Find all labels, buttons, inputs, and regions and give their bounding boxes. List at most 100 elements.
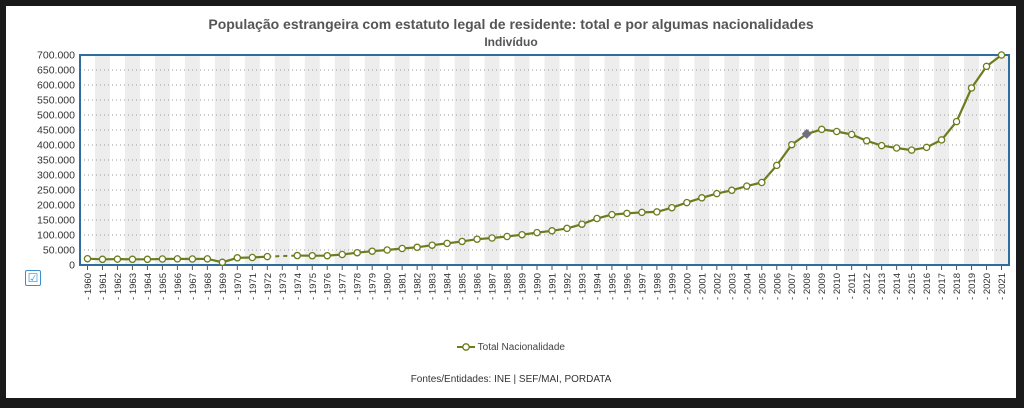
x-tick-label: - 1993 [577,273,588,300]
check-icon[interactable]: ☑ [25,270,41,286]
x-tick-label: - 2007 [787,273,798,300]
x-tick-label: - 1974 [293,273,304,300]
data-point [922,143,931,152]
x-tick-label: - 2014 [892,273,903,300]
column-band [544,55,560,265]
legend-label: Total Nacionalidade [477,342,565,353]
data-point [263,252,272,261]
data-point [832,127,841,136]
x-tick-label: - 2013 [877,273,888,300]
column-band [694,55,710,265]
line-chart: 0 50.000 100.000 150.000 200.000 250.000 300.0… [37,50,1010,300]
x-tick-label: - 2009 [817,273,828,300]
data-point [368,247,376,255]
data-point [128,255,137,264]
x-tick-label: - 1964 [143,273,154,300]
x-tick-label: - 1963 [128,273,139,300]
data-point [293,251,302,260]
y-tick-label: 450.000 [37,125,75,137]
x-tick-label: - 2015 [907,273,918,300]
series-gap-line [267,254,298,258]
data-point [563,224,571,233]
data-point [518,230,526,239]
legend[interactable]: Total Nacionalidade [6,342,1016,353]
data-point [533,228,541,237]
data-point [233,254,242,262]
data-point [638,208,646,217]
x-tick-label: - 2002 [712,273,723,300]
x-tick-label: - 2012 [862,273,873,300]
y-tick-label: 50.000 [43,245,75,257]
column-band [964,55,980,265]
x-tick-label: - 1982 [413,273,424,300]
x-tick-label: - 1986 [473,273,484,300]
column-band [154,55,170,265]
plot-frame [79,54,1010,266]
x-tick-label: - 1988 [503,273,514,300]
data-point [398,244,406,253]
data-point [218,258,227,267]
x-tick-label: - 1994 [592,273,603,300]
data-point [683,198,691,207]
data-point [728,186,736,195]
data-point [862,137,871,145]
x-tick-label: - 2008 [802,273,813,300]
x-tick-label: - 1996 [622,273,633,300]
y-tick-label: 400.000 [37,140,75,152]
column-band [334,55,350,265]
x-tick-label: - 1962 [113,273,124,300]
chart-card: População estrangeira com estatuto legal… [6,6,1016,398]
x-tick-label: - 1981 [398,273,409,300]
x-tick-label: - 1970 [233,273,244,300]
x-tick-label: - 1995 [607,273,618,300]
data-point [203,255,212,263]
data-point [982,62,991,71]
data-point [83,254,92,263]
column-band [844,55,860,265]
x-tick-label: - 1976 [323,273,334,300]
x-tick-label: - 2006 [772,273,783,300]
column-band [664,55,680,265]
data-point [383,246,391,254]
data-point [323,251,331,260]
data-point [548,227,556,235]
data-point [997,51,1006,59]
column-band [874,55,890,265]
data-point [473,235,481,243]
highlighted-point [801,128,812,139]
x-tick-label: - 2016 [922,273,933,300]
data-point [488,234,496,242]
x-tick-label: - 2011 [847,273,858,299]
y-tick-label: 350.000 [37,155,75,167]
x-tick-label: - 1966 [173,273,184,300]
column-band [394,55,410,265]
x-tick-label: - 2004 [742,273,753,300]
x-tick-label: - 1991 [547,273,558,300]
data-point [952,117,961,126]
data-point [578,220,586,228]
data-point [773,161,781,170]
x-tick-label: - 2019 [967,273,978,300]
data-point [248,253,257,262]
x-tick-label: - 2000 [682,273,693,300]
data-point [743,182,751,190]
x-tick-label: - 1992 [562,273,573,300]
data-point [713,189,721,198]
data-point [308,251,316,260]
x-tick-label: - 1971 [248,273,259,300]
data-point [847,130,856,139]
data-point [608,210,616,219]
data-point [158,255,167,263]
x-tick-label: - 1977 [338,273,349,300]
y-tick-label: 300.000 [37,170,75,182]
column-band [214,55,230,265]
data-point [113,255,122,263]
data-point [623,209,631,218]
y-tick-label: 100.000 [37,230,75,242]
x-tick-label: - 1960 [83,273,94,300]
data-point [877,141,886,150]
x-tick-label: - 2001 [697,273,708,300]
x-tick-label: - 1990 [533,273,544,300]
data-point [188,255,197,263]
column-band [94,55,110,265]
